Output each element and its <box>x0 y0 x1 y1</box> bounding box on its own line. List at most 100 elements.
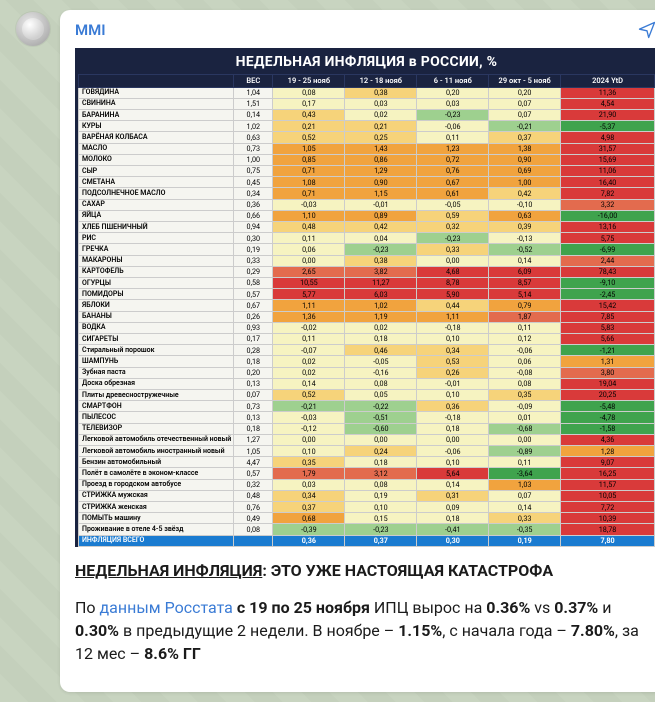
inflation-table-container: НЕДЕЛЬНАЯ ИНФЛЯЦИЯ в РОССИИ, % ВЕС19 - 2… <box>75 48 655 547</box>
value-cell: 1,36 <box>273 311 345 322</box>
value-cell: -0,23 <box>417 233 489 244</box>
value-cell: -0,03 <box>273 412 345 423</box>
table-row: Плиты древесностружечные0,070,520,050,10… <box>79 389 655 400</box>
row-name-cell: СТРИЖКА женская <box>79 502 234 513</box>
value-cell: -3,64 <box>489 468 561 479</box>
value-cell: 0,59 <box>417 210 489 221</box>
row-name-cell: РИС <box>79 233 234 244</box>
weight-cell: 0,57 <box>234 289 273 300</box>
table-row: КУРЫ1,020,210,21-0,06-0,21-5,37 <box>79 121 655 132</box>
value-cell: 1,29 <box>345 165 417 176</box>
value-cell: -0,06 <box>489 345 561 356</box>
value-cell: 8,57 <box>489 277 561 288</box>
value-cell: -0,08 <box>489 367 561 378</box>
value-cell: 18,78 <box>561 524 655 535</box>
value-cell: 15,42 <box>561 300 655 311</box>
value-cell: 0,24 <box>345 446 417 457</box>
value-cell: -16,00 <box>561 210 655 221</box>
weight-cell: 0,26 <box>234 311 273 322</box>
value-cell: -0,35 <box>489 524 561 535</box>
value-cell: -0,01 <box>345 199 417 210</box>
value-cell: 0,34 <box>273 490 345 501</box>
row-name-cell: ХЛЕБ ПШЕНИЧНЫЙ <box>79 221 234 232</box>
value-cell: 5,14 <box>489 289 561 300</box>
row-name-cell: Полёт в самолёте в эконом-классе <box>79 468 234 479</box>
table-title: НЕДЕЛЬНАЯ ИНФЛЯЦИЯ в РОССИИ, % <box>78 51 655 74</box>
value-cell: 0,06 <box>273 244 345 255</box>
share-icon[interactable] <box>636 20 655 40</box>
value-cell: 0,18 <box>417 513 489 524</box>
value-cell: 0,07 <box>489 98 561 109</box>
weight-cell: 0,48 <box>234 490 273 501</box>
value-cell: 5,90 <box>417 289 489 300</box>
weight-cell: 0,28 <box>234 345 273 356</box>
table-header-cell <box>79 75 234 88</box>
table-row: Легковой автомобиль отечественный новый1… <box>79 434 655 445</box>
value-cell: 0,01 <box>489 412 561 423</box>
value-cell: 0,69 <box>489 165 561 176</box>
value-cell: 1,15 <box>345 188 417 199</box>
table-row: РИС0,300,110,04-0,23-0,135,75 <box>79 233 655 244</box>
value-cell: -0,07 <box>273 345 345 356</box>
table-row: ГОВЯДИНА1,040,080,380,200,2011,36 <box>79 87 655 98</box>
value-cell: 8,78 <box>417 277 489 288</box>
value-cell: 7,85 <box>561 311 655 322</box>
value-cell: 0,72 <box>417 154 489 165</box>
avatar[interactable] <box>16 12 50 46</box>
value-cell: 4,68 <box>417 266 489 277</box>
table-row: Легковой автомобиль иностранный новый1,0… <box>79 446 655 457</box>
row-name-cell: СВИНИНА <box>79 98 234 109</box>
channel-name[interactable]: MMI <box>75 21 106 39</box>
value-cell: -0,06 <box>417 121 489 132</box>
value-cell: 1,38 <box>489 143 561 154</box>
row-name-cell: ПОДСОЛНЕЧНОЕ МАСЛО <box>79 188 234 199</box>
value-cell: -0,21 <box>273 401 345 412</box>
value-cell: 1,05 <box>273 143 345 154</box>
row-name-cell: СМАРТФОН <box>79 401 234 412</box>
table-row: СМЕТАНА0,451,080,900,671,0016,40 <box>79 177 655 188</box>
row-name-cell: Бензин автомобильный <box>79 457 234 468</box>
table-header-row: ВЕС19 - 25 нояб12 - 18 нояб6 - 11 нояб29… <box>79 75 655 88</box>
value-cell: 0,63 <box>489 210 561 221</box>
value-cell: 0,08 <box>273 87 345 98</box>
value-cell: -0,89 <box>489 446 561 457</box>
value-cell: 1,08 <box>273 177 345 188</box>
value-cell: 4,98 <box>561 132 655 143</box>
value-cell: 0,10 <box>417 457 489 468</box>
value-cell: 0,67 <box>417 177 489 188</box>
value-cell: 2,65 <box>273 266 345 277</box>
value-cell: 0,14 <box>417 479 489 490</box>
value-cell: -0,51 <box>345 412 417 423</box>
value-cell: 1,00 <box>489 177 561 188</box>
row-name-cell: Плиты древесностружечные <box>79 389 234 400</box>
weight-cell: 0,57 <box>234 468 273 479</box>
row-name-cell: ВАРЁНАЯ КОЛБАСА <box>79 132 234 143</box>
value-cell: 0,20 <box>489 87 561 98</box>
value-cell: 0,10 <box>417 389 489 400</box>
value-cell: 0,03 <box>273 479 345 490</box>
rosstat-link[interactable]: данным Росстата <box>100 598 233 617</box>
row-name-cell: КАРТОФЕЛЬ <box>79 266 234 277</box>
value-cell: 11,06 <box>561 165 655 176</box>
value-cell: 0,02 <box>273 356 345 367</box>
value-cell: 4,54 <box>561 98 655 109</box>
table-row: ЯЙЦА0,661,100,890,590,63-16,00 <box>79 210 655 221</box>
weight-cell: 0,19 <box>234 244 273 255</box>
value-cell: 0,09 <box>417 502 489 513</box>
value-cell: -0,12 <box>273 423 345 434</box>
value-cell: 1,87 <box>489 311 561 322</box>
value-cell: -0,16 <box>345 367 417 378</box>
headline-underline: НЕДЕЛЬНАЯ ИНФЛЯЦИЯ <box>75 561 262 580</box>
weight-cell: 0,07 <box>234 389 273 400</box>
value-cell: 1,19 <box>345 311 417 322</box>
value-cell: 0,00 <box>273 434 345 445</box>
value-cell: 10,39 <box>561 513 655 524</box>
weight-cell: 0,73 <box>234 401 273 412</box>
table-row: ПЫЛЕСОС0,13-0,03-0,51-0,180,01-4,78 <box>79 412 655 423</box>
value-cell: 7,72 <box>561 502 655 513</box>
value-cell: -0,60 <box>345 423 417 434</box>
weight-cell: 1,02 <box>234 121 273 132</box>
value-cell: 0,11 <box>417 132 489 143</box>
table-row: Зубная паста0,200,02-0,160,26-0,083,80 <box>79 367 655 378</box>
row-name-cell: Доска обрезная <box>79 378 234 389</box>
